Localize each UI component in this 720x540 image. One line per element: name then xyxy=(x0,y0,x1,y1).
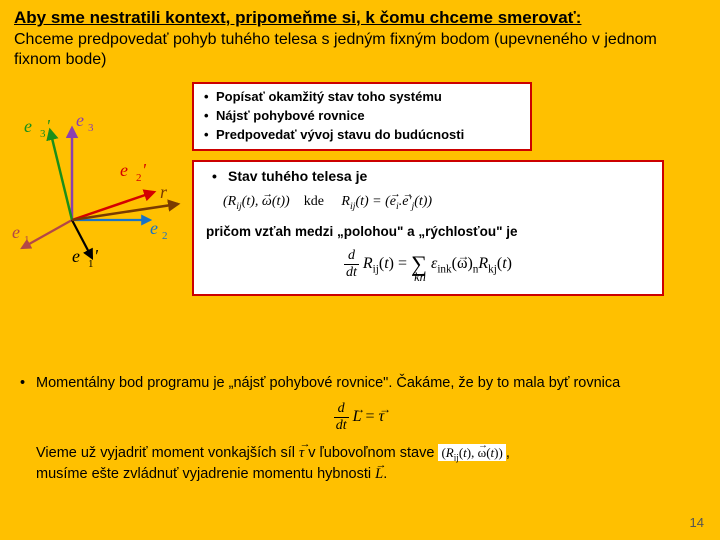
svg-text:e⃗: e⃗ xyxy=(150,218,172,238)
svg-text:e⃗: e⃗ xyxy=(76,110,98,130)
subheading: Chceme predpovedať pohyb tuhého telesa s… xyxy=(0,30,720,74)
svg-text:e⃗': e⃗' xyxy=(24,116,51,136)
svg-text:1: 1 xyxy=(24,234,30,246)
goal-item-1: Popísať okamžitý stav toho systému xyxy=(202,88,522,107)
svg-text:1: 1 xyxy=(88,258,94,268)
torque-equation: ddt L = τ xyxy=(14,402,704,433)
svg-text:r⃗: r⃗ xyxy=(160,182,181,202)
svg-text:2: 2 xyxy=(162,230,168,242)
goal-item-3: Predpovedať vývoj stavu do budúcnosti xyxy=(202,126,522,145)
bottom-line1: Momentálny bod programu je „nájsť pohybo… xyxy=(14,374,704,394)
svg-text:e⃗: e⃗ xyxy=(12,222,34,242)
svg-text:e⃗': e⃗' xyxy=(72,246,99,266)
bottom-line2: Vieme už vyjadriť moment vonkajších síl … xyxy=(14,443,704,485)
svg-text:e⃗': e⃗' xyxy=(120,160,147,180)
bottom-text: Momentálny bod programu je „nájsť pohybo… xyxy=(14,374,704,484)
evolution-formula: ddt Rij(t) = ∑kn εink(ω)nRkj(t) xyxy=(198,249,658,284)
page-number: 14 xyxy=(690,515,704,530)
heading: Aby sme nestratili kontext, pripomeňme s… xyxy=(0,0,720,30)
svg-text:2: 2 xyxy=(136,172,142,184)
state-box: Stav tuhého telesa je (Rij(t), ω(t)) kde… xyxy=(192,160,664,296)
svg-text:3: 3 xyxy=(40,128,46,140)
svg-text:3: 3 xyxy=(88,122,94,134)
goals-box: Popísať okamžitý stav toho systému Nájsť… xyxy=(192,82,532,151)
goal-item-2: Nájsť pohybové rovnice xyxy=(202,107,522,126)
state-formula: (Rij(t), ω(t)) kde Rij(t) = (ei.e'j(t)) xyxy=(198,188,658,218)
basis-vectors-diagram: e⃗ 1 e⃗ 2 e⃗ 3 e⃗' 1 e⃗' 2 e⃗' 3 r⃗ xyxy=(10,100,182,268)
state-line: Stav tuhého telesa je xyxy=(198,168,658,184)
relation-line: pričom vzťah medzi „polohou" a „rýchlosť… xyxy=(198,224,658,239)
